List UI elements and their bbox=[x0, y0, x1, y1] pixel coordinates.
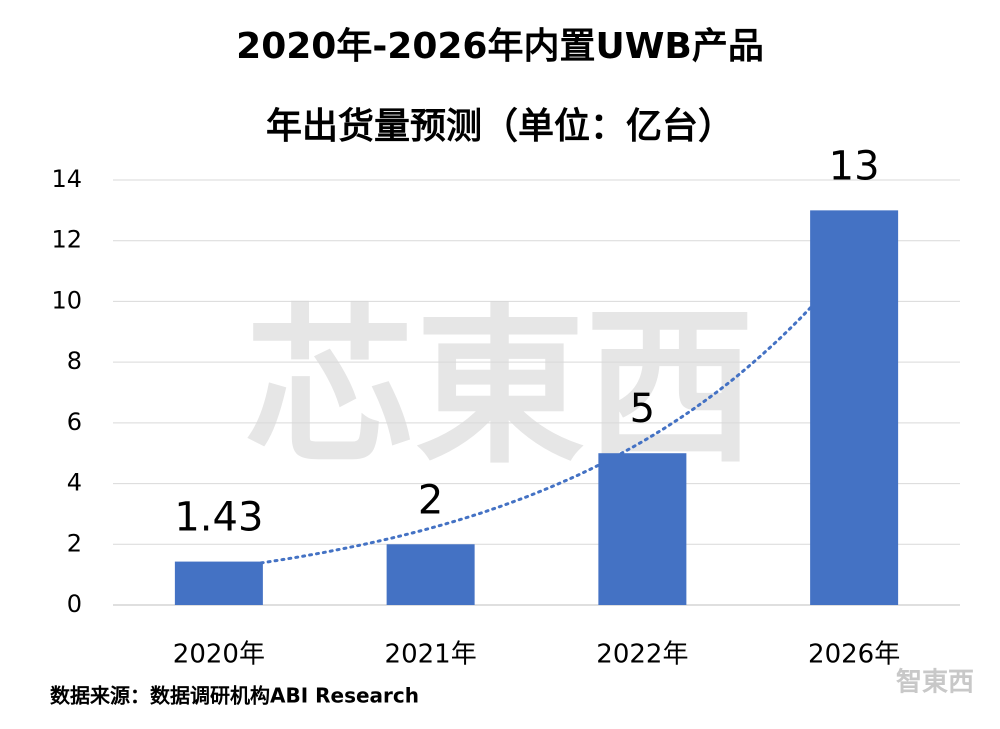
bar bbox=[386, 544, 475, 605]
logo: 智東西 bbox=[896, 668, 974, 698]
source-note: 数据来源：数据调研机构ABI Research bbox=[50, 684, 419, 708]
bar bbox=[598, 453, 687, 605]
x-tick-label: 2022年 bbox=[596, 640, 688, 670]
y-tick-label: 0 bbox=[67, 590, 82, 618]
x-tick-label: 2020年 bbox=[173, 640, 265, 670]
y-tick-label: 4 bbox=[67, 469, 82, 497]
y-tick-label: 12 bbox=[51, 226, 82, 254]
chart-title: 年出货量预测（单位：亿台） bbox=[266, 106, 734, 147]
value-label: 13 bbox=[829, 143, 880, 189]
value-label: 5 bbox=[630, 386, 655, 432]
bar bbox=[174, 561, 263, 605]
x-tick-label: 2026年 bbox=[808, 640, 900, 670]
bar bbox=[810, 210, 899, 605]
value-label: 2 bbox=[418, 477, 443, 523]
y-tick-label: 6 bbox=[67, 408, 82, 436]
x-tick-label: 2021年 bbox=[385, 640, 477, 670]
y-tick-label: 10 bbox=[51, 286, 82, 314]
trendline bbox=[259, 304, 814, 565]
chart-title: 2020年-2026年内置UWB产品 bbox=[236, 26, 764, 67]
y-tick-label: 14 bbox=[51, 165, 82, 193]
y-tick-label: 8 bbox=[67, 347, 82, 375]
y-tick-label: 2 bbox=[67, 529, 82, 557]
value-label: 1.43 bbox=[174, 495, 263, 541]
